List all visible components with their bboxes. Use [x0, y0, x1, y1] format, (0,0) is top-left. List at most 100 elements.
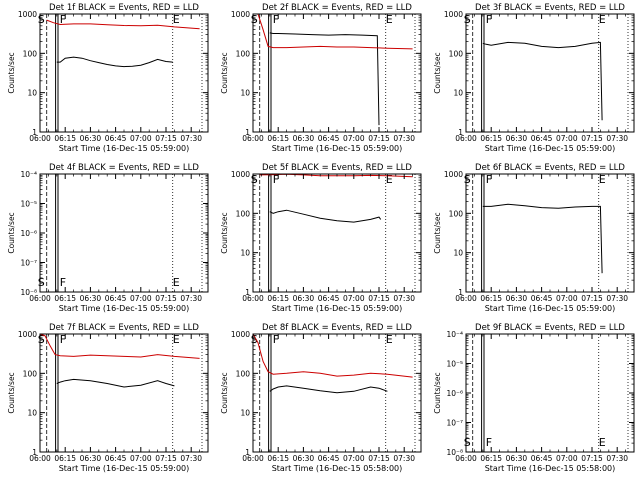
x-tick-label: 07:15	[368, 134, 390, 143]
x-tick-label: 07:30	[393, 294, 415, 303]
x-tick-label: 06:00	[29, 454, 51, 463]
flight-marker-label: F	[273, 333, 279, 346]
x-axis-label: Start Time (16-Dec-15 05:59:00)	[272, 144, 403, 153]
chart-title: Det 2f BLACK = Events, RED = LLD	[262, 3, 412, 13]
x-tick-label: 07:30	[180, 134, 202, 143]
x-tick-label: 06:30	[506, 294, 528, 303]
x-tick-label: 07:00	[343, 454, 365, 463]
y-tick-label: 10	[27, 409, 37, 418]
x-tick-label: 07:30	[606, 134, 628, 143]
x-tick-label: 07:00	[556, 294, 578, 303]
chart-panel-1: Det 1f BLACK = Events, RED = LLD S F E 1 10 10…	[7, 3, 209, 153]
flight-marker-label: F	[486, 13, 492, 26]
x-tick-label: 06:00	[29, 294, 51, 303]
series-line-lld	[253, 13, 413, 50]
y-axis-label: Counts/sec	[220, 372, 229, 413]
y-tick-label: 1000	[231, 170, 250, 179]
x-axis-label: Start Time (16-Dec-15 05:59:00)	[59, 464, 190, 473]
series-line-lld	[46, 19, 200, 30]
start-marker-label: S	[251, 173, 258, 186]
x-tick-label: 07:00	[556, 454, 578, 463]
series-line-lld	[252, 333, 413, 378]
chart-title: Det 7f BLACK = Events, RED = LLD	[49, 323, 199, 333]
x-tick-label: 07:15	[581, 454, 603, 463]
y-tick-label: 1	[458, 128, 463, 137]
x-tick-label: 07:15	[581, 294, 603, 303]
chart-title: Det 4f BLACK = Events, RED = LLD	[49, 163, 199, 173]
y-tick-label: 10⁻⁴	[20, 170, 37, 179]
chart-panel-5: Det 5f BLACK = Events, RED = LLD S F E 1 10 10…	[220, 163, 422, 313]
end-marker-label: E	[173, 333, 180, 346]
x-tick-label: 07:00	[556, 134, 578, 143]
x-tick-label: 06:30	[293, 454, 315, 463]
chart-panel-8: Det 8f BLACK = Events, RED = LLD S F E 1 10 10…	[220, 323, 422, 473]
y-axis-label: Counts/sec	[7, 212, 16, 253]
y-tick-label: 10	[27, 89, 37, 98]
chart-panel-2: Det 2f BLACK = Events, RED = LLD S F E 1 10 10…	[220, 3, 422, 153]
y-tick-label: 1000	[18, 330, 37, 339]
y-tick-label: 1000	[444, 170, 463, 179]
end-marker-label: E	[386, 173, 393, 186]
y-tick-label: 100	[236, 49, 251, 58]
x-tick-label: 06:30	[293, 294, 315, 303]
x-tick-label: 06:15	[480, 134, 502, 143]
end-marker-label: E	[599, 173, 606, 186]
chart-panel-9: Det 9f BLACK = Events, RED = LLD S F E 10⁻⁸ 1…	[433, 323, 635, 473]
y-tick-label: 10	[240, 89, 250, 98]
x-tick-label: 06:15	[267, 134, 289, 143]
x-tick-label: 07:00	[130, 134, 152, 143]
y-tick-label: 10⁻⁷	[20, 259, 37, 268]
y-axis-label: Counts/sec	[7, 52, 16, 93]
x-tick-label: 06:15	[54, 134, 76, 143]
y-tick-label: 1000	[231, 10, 250, 19]
x-axis-label: Start Time (16-Dec-15 05:59:00)	[59, 144, 190, 153]
x-axis-label: Start Time (16-Dec-15 05:59:00)	[485, 304, 616, 313]
y-tick-label: 1	[245, 288, 250, 297]
series-line-events	[269, 32, 380, 126]
chart-title: Det 6f BLACK = Events, RED = LLD	[475, 163, 625, 173]
x-tick-label: 07:15	[368, 294, 390, 303]
start-marker-label: S	[38, 333, 45, 346]
flight-marker-label: F	[60, 13, 66, 26]
x-tick-label: 07:00	[343, 134, 365, 143]
y-tick-label: 10	[453, 89, 463, 98]
flight-marker-label: F	[486, 436, 492, 449]
x-tick-label: 06:15	[480, 454, 502, 463]
y-tick-label: 10⁻⁷	[446, 419, 463, 428]
x-tick-label: 06:15	[267, 294, 289, 303]
y-tick-label: 1	[458, 288, 463, 297]
plot-frame	[252, 13, 422, 133]
chart-panel-4: Det 4f BLACK = Events, RED = LLD S F E 10⁻⁸ 1…	[7, 163, 209, 313]
x-tick-label: 06:00	[455, 454, 477, 463]
plot-frame	[39, 173, 209, 293]
x-tick-label: 07:30	[393, 134, 415, 143]
plot-frame	[465, 13, 635, 133]
x-tick-label: 06:00	[242, 454, 264, 463]
series-line-events	[56, 56, 173, 68]
chart-title: Det 9f BLACK = Events, RED = LLD	[475, 323, 625, 333]
x-tick-label: 06:45	[105, 294, 127, 303]
flight-marker-label: F	[60, 276, 66, 289]
y-tick-label: 10⁻⁶	[446, 389, 463, 398]
chart-panel-3: Det 3f BLACK = Events, RED = LLD S F E 1 10 10…	[433, 3, 635, 153]
x-axis-label: Start Time (16-Dec-15 05:58:00)	[485, 464, 616, 473]
start-marker-label: S	[38, 276, 45, 289]
x-tick-label: 07:00	[130, 294, 152, 303]
y-axis-label: Counts/sec	[220, 52, 229, 93]
plot-frame	[252, 173, 422, 293]
x-tick-label: 06:45	[318, 454, 340, 463]
x-tick-label: 07:00	[130, 454, 152, 463]
end-marker-label: E	[173, 276, 180, 289]
flight-marker-label: F	[273, 173, 279, 186]
x-tick-label: 07:15	[368, 454, 390, 463]
x-tick-label: 07:30	[180, 454, 202, 463]
x-tick-label: 06:30	[80, 454, 102, 463]
end-marker-label: E	[386, 13, 393, 26]
x-tick-label: 07:15	[155, 454, 177, 463]
start-marker-label: S	[38, 13, 45, 26]
x-tick-label: 06:45	[105, 134, 127, 143]
chart-panel-7: Det 7f BLACK = Events, RED = LLD S F E 1 10 10…	[7, 323, 209, 473]
y-tick-label: 10⁻⁸	[446, 448, 463, 457]
x-tick-label: 07:30	[606, 294, 628, 303]
